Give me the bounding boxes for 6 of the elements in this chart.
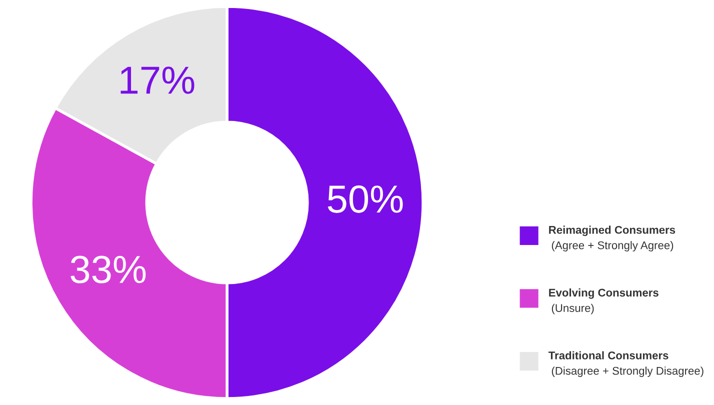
legend-label: Evolving Consumers (Unsure) — [549, 288, 658, 314]
legend-label: Traditional Consumers (Disagree + Strongly Disagree) — [548, 351, 704, 377]
data-label: 50% — [328, 185, 403, 213]
data-label: 17% — [120, 66, 194, 94]
legend-label: Reimagined Consumers (Agree + Strongly Agree) — [549, 226, 676, 252]
data-label: 33% — [70, 256, 146, 284]
